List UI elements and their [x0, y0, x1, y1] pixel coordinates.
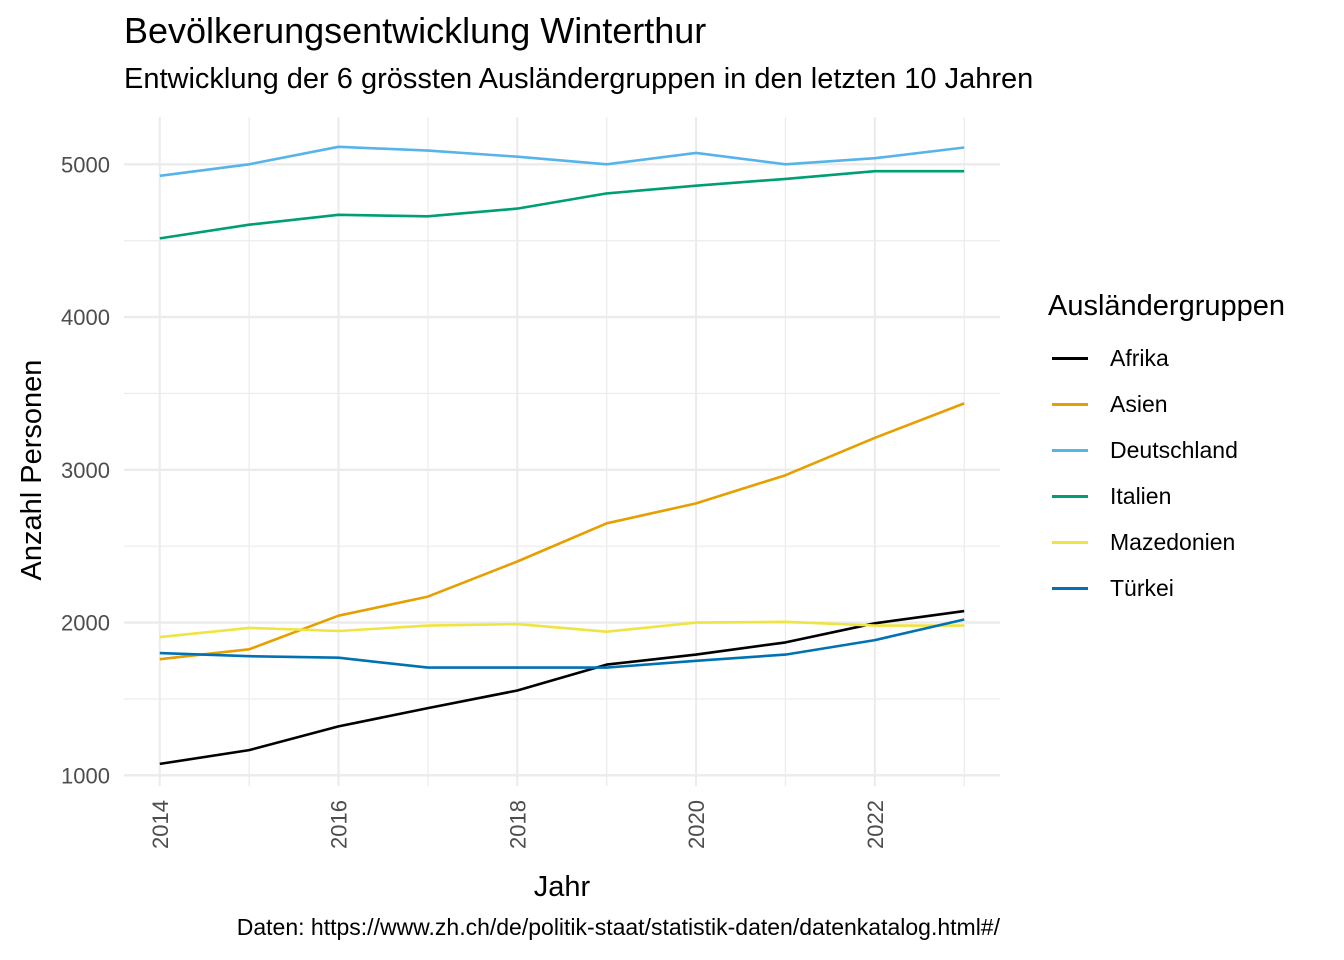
chart-subtitle: Entwicklung der 6 grössten Ausländergrup…	[124, 63, 1034, 95]
legend-label: Türkei	[1110, 574, 1174, 601]
legend-label: Deutschland	[1110, 436, 1238, 463]
legend-key	[1052, 494, 1088, 498]
legend-item: Türkei	[1048, 565, 1285, 611]
x-axis-ticks: 2014 2016 2018 2020 2022	[148, 800, 888, 849]
legend-key	[1052, 448, 1088, 452]
legend: Ausländergruppen Afrika Asien Deutschland I…	[1048, 290, 1285, 611]
legend-label: Afrika	[1110, 344, 1169, 371]
legend-item: Afrika	[1048, 335, 1285, 381]
y-tick-label: 5000	[61, 152, 110, 177]
legend-item: Mazedonien	[1048, 519, 1285, 565]
x-tick-label: 2016	[327, 800, 352, 849]
series-line-deutschland	[159, 145, 965, 178]
legend-label: Mazedonien	[1110, 528, 1236, 555]
y-tick-label: 1000	[61, 763, 110, 788]
major-gridlines	[124, 117, 1000, 786]
series-line-italien	[159, 169, 965, 240]
data-source-caption: Daten: https://www.zh.ch/de/politik-staa…	[236, 914, 1000, 940]
y-tick-label: 3000	[61, 458, 110, 483]
chart-title: Bevölkerungsentwicklung Winterthur	[124, 10, 707, 51]
x-tick-label: 2020	[684, 800, 709, 849]
legend-key	[1052, 540, 1088, 544]
y-tick-label: 4000	[61, 305, 110, 330]
minor-gridlines	[124, 117, 1000, 786]
legend-label: Italien	[1110, 482, 1172, 509]
legend-key	[1052, 356, 1088, 360]
x-tick-label: 2022	[863, 800, 888, 849]
x-tick-label: 2018	[505, 800, 530, 849]
y-axis-ticks: 1000 2000 3000 4000 5000	[61, 152, 110, 788]
series-line-türkei	[159, 618, 965, 669]
x-tick-label: 2014	[148, 800, 173, 849]
legend-label: Asien	[1110, 390, 1168, 417]
y-axis-label: Anzahl Personen	[16, 360, 48, 581]
series-lines	[159, 145, 965, 766]
legend-key	[1052, 402, 1088, 406]
series-line-afrika	[159, 609, 965, 766]
legend-item: Italien	[1048, 473, 1285, 519]
series-line-asien	[159, 402, 965, 661]
series-line-mazedonien	[159, 620, 965, 639]
y-tick-label: 2000	[61, 611, 110, 636]
legend-title: Ausländergruppen	[1048, 290, 1286, 322]
legend-item: Deutschland	[1048, 427, 1285, 473]
x-axis-label: Jahr	[534, 871, 591, 903]
legend-items: Afrika Asien Deutschland Italien Mazedonien T…	[1048, 335, 1285, 611]
legend-item: Asien	[1048, 381, 1285, 427]
legend-key	[1052, 586, 1088, 590]
